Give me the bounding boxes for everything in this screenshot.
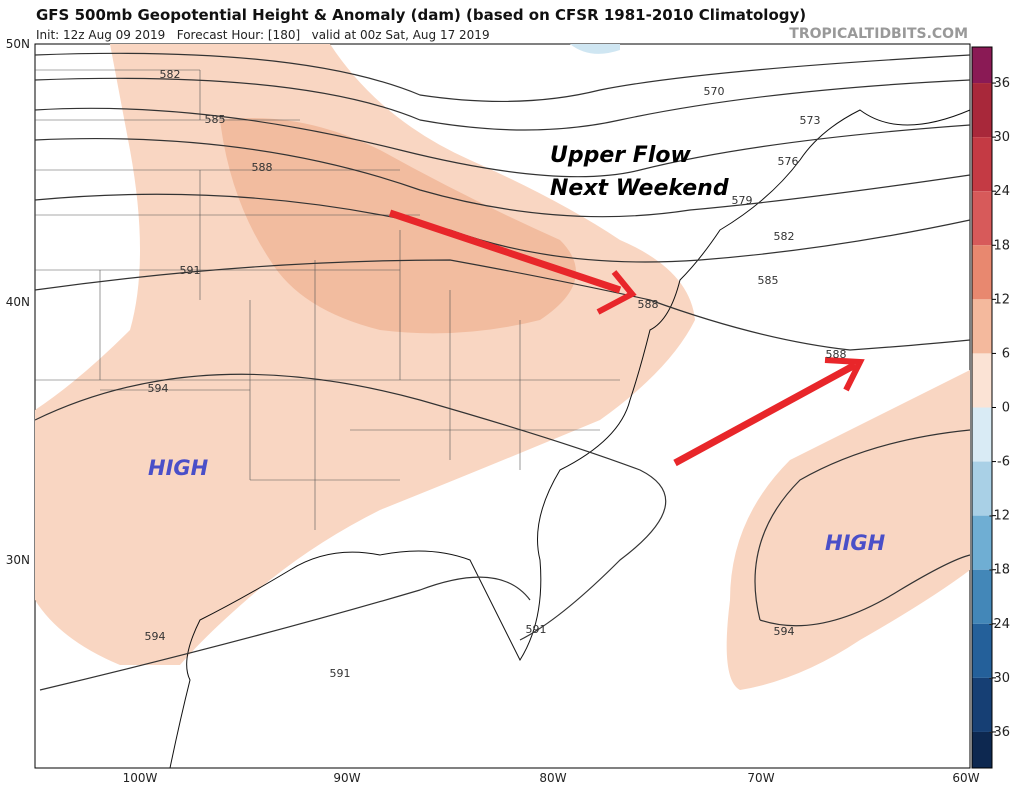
positive-anomaly — [726, 370, 970, 690]
colorbar-tick-label: -36 — [989, 725, 1010, 740]
colorbar-band — [972, 623, 992, 678]
colorbar-band — [972, 83, 992, 138]
colorbar-tick-label: 24 — [993, 184, 1010, 199]
colorbar-band — [972, 677, 992, 732]
colorbar-band — [972, 515, 992, 570]
colorbar-band — [972, 245, 992, 300]
contour-label: 585 — [758, 274, 779, 287]
subtitle: Init: 12z Aug 09 2019 Forecast Hour: [18… — [36, 28, 490, 42]
contour-label: 570 — [704, 85, 725, 98]
lat-label: 50N — [6, 37, 30, 51]
annotation: Upper Flow — [550, 143, 691, 168]
colorbar-band — [972, 191, 992, 246]
high-label: HIGH — [148, 456, 209, 480]
colorbar-band — [972, 353, 992, 408]
lon-label: 60W — [952, 771, 979, 785]
contour-label: 594 — [148, 382, 169, 395]
colorbar-band — [972, 569, 992, 624]
colorbar-tick-label: 12 — [993, 292, 1010, 307]
lat-label: 30N — [6, 553, 30, 567]
flow-arrow-head — [824, 357, 865, 392]
contour — [34, 137, 971, 218]
lon-label: 70W — [747, 771, 774, 785]
contour-label: 594 — [774, 625, 795, 638]
contour-label: 576 — [778, 155, 799, 168]
contour-label: 573 — [800, 114, 821, 127]
contour-label: 579 — [732, 194, 753, 207]
lon-label: 80W — [539, 771, 566, 785]
coastline — [169, 109, 971, 769]
colorbar-band — [972, 731, 992, 768]
contour-label: 588 — [252, 161, 273, 174]
colorbar-tick-label: -24 — [989, 617, 1010, 632]
contour-label: 582 — [160, 68, 181, 81]
colorbar-tick-label: -30 — [989, 671, 1010, 686]
contour-label: 591 — [180, 264, 201, 277]
contour — [34, 373, 667, 641]
colorbar-band — [972, 299, 992, 354]
colorbar-tick-label: -18 — [989, 563, 1010, 578]
contour-label: 588 — [638, 298, 659, 311]
contour-label: 591 — [526, 623, 547, 636]
contour — [34, 52, 971, 103]
colorbar-band — [972, 137, 992, 192]
colorbar-tick-label: 18 — [993, 238, 1010, 253]
contour-label: 588 — [826, 348, 847, 361]
colorbar-tick-label: 36 — [993, 76, 1010, 91]
flow-arrow — [388, 209, 622, 294]
lon-label: 100W — [123, 771, 158, 785]
contour — [34, 107, 971, 178]
title: GFS 500mb Geopotential Height & Anomaly … — [36, 6, 806, 24]
flow-arrow-head — [596, 270, 637, 315]
colorbar-tick-label: 6 — [1002, 346, 1010, 361]
contour — [34, 259, 971, 351]
high-label: HIGH — [825, 531, 886, 555]
negative-anomaly — [570, 44, 620, 54]
colorbar-tick-label: -12 — [989, 509, 1010, 524]
contour — [39, 576, 531, 691]
flow-arrow — [673, 361, 857, 467]
contour-label: 582 — [774, 230, 795, 243]
lat-label: 40N — [6, 295, 30, 309]
contour — [34, 193, 971, 263]
strong-anomaly — [220, 118, 576, 334]
colorbar-band — [972, 47, 992, 84]
colorbar-band — [972, 461, 992, 516]
colorbar: 36 30 24 18 12 6 0 -6 -12 -18 -24 -30 -36 — [971, 46, 1010, 769]
contour-label: 585 — [205, 113, 226, 126]
colorbar-tick-label: 0 — [1002, 401, 1010, 416]
contour-label: 594 — [145, 630, 166, 643]
annotation: Next Weekend — [550, 176, 729, 201]
colorbar-tick-label: 30 — [993, 130, 1010, 145]
lon-label: 90W — [333, 771, 360, 785]
colorbar-tick-label: -6 — [997, 455, 1010, 470]
map: 582 585 588 591 594 570 573 576 579 582 … — [34, 43, 971, 769]
contour — [754, 429, 971, 627]
credit: TROPICALTIDBITS.COM — [789, 26, 968, 42]
contour — [34, 77, 971, 131]
colorbar-band — [972, 407, 992, 462]
contour-label: 591 — [330, 667, 351, 680]
